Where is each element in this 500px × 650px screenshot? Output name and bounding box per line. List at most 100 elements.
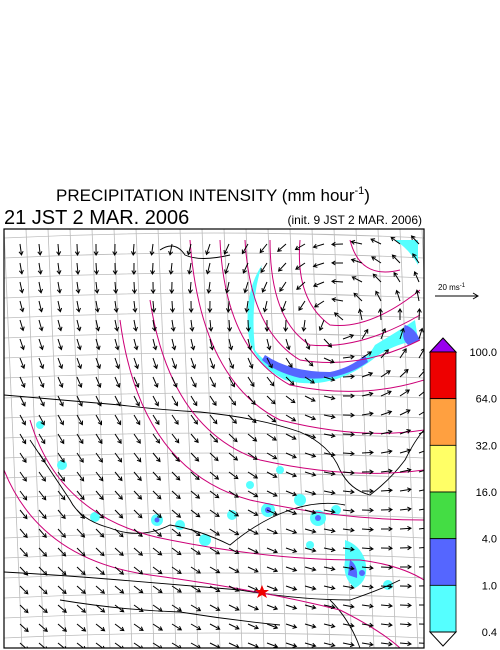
wind-arrow xyxy=(412,253,420,264)
wind-arrow xyxy=(57,357,64,370)
parallel xyxy=(4,532,424,539)
wind-arrow xyxy=(247,566,259,573)
wind-arrow xyxy=(114,395,121,407)
wind-arrow xyxy=(342,470,355,476)
wind-arrow xyxy=(342,374,355,380)
wind-arrow xyxy=(114,604,125,613)
map-frame xyxy=(3,228,425,649)
wind-arrow xyxy=(285,585,298,591)
meridian xyxy=(355,229,375,648)
wind-arrow xyxy=(377,308,383,321)
wind-arrow xyxy=(296,281,306,291)
wind-arrow xyxy=(361,507,374,513)
wind-arrow xyxy=(190,433,199,444)
wind-arrow xyxy=(76,414,83,426)
wind-arrow xyxy=(304,471,317,477)
wind-arrow xyxy=(114,547,124,557)
wind-arrow xyxy=(76,642,86,648)
wind-arrow xyxy=(266,433,277,441)
wind-arrow xyxy=(38,585,48,595)
wind-arrow xyxy=(19,585,29,595)
wind-arrow xyxy=(323,528,336,534)
wind-arrow xyxy=(266,509,278,516)
wind-arrow xyxy=(19,528,28,539)
wind-arrow xyxy=(38,528,47,539)
wind-arrow xyxy=(285,490,298,497)
wind-arrow xyxy=(245,319,251,332)
wind-arrow xyxy=(361,584,374,590)
wind-arrow xyxy=(114,338,120,351)
wind-arrow xyxy=(152,357,158,370)
wind-arrow xyxy=(285,414,297,422)
wind-arrow xyxy=(209,642,221,648)
parallel xyxy=(4,352,424,359)
wind-arrow xyxy=(133,509,143,519)
wind-arrow xyxy=(114,623,125,632)
wind-arrow xyxy=(57,509,66,520)
wind-arrow xyxy=(114,452,123,463)
wind-arrow xyxy=(133,433,141,444)
wind-arrow xyxy=(285,357,293,368)
wind-arrow xyxy=(133,319,138,332)
wind-arrow xyxy=(152,452,161,463)
wind-arrow xyxy=(171,490,181,500)
meridian xyxy=(69,229,89,648)
meridian xyxy=(135,229,155,648)
wind-arrow xyxy=(38,623,48,632)
parallel xyxy=(4,372,424,379)
wind-arrow xyxy=(75,262,81,275)
wind-arrow xyxy=(285,604,298,610)
wind-arrow xyxy=(95,452,103,463)
wind-arrow xyxy=(19,357,26,370)
wind-arrow xyxy=(19,566,29,576)
wind-arrow xyxy=(285,471,297,478)
wind-arrow xyxy=(304,433,317,439)
parallel xyxy=(4,392,424,399)
wind-arrow xyxy=(266,490,278,497)
wind-arrow xyxy=(133,414,141,426)
wind-arrow xyxy=(190,357,196,370)
wind-arrow xyxy=(304,566,317,572)
wind-arrow xyxy=(247,471,259,479)
wind-arrow xyxy=(304,642,317,648)
init-time: (init. 9 JST 2 MAR. 2006) xyxy=(288,213,423,227)
wind-arrow xyxy=(380,641,393,647)
wind-arrow xyxy=(133,357,139,370)
wind-arrow xyxy=(190,566,201,574)
wind-arrow xyxy=(205,262,211,275)
wind-arrow xyxy=(418,489,424,492)
colorbar-label: 1.0 xyxy=(482,580,497,592)
wind-arrow xyxy=(18,243,24,256)
wind-arrow xyxy=(304,509,317,515)
wind-arrow xyxy=(209,357,216,370)
wind-arrow xyxy=(95,623,106,632)
wind-arrow xyxy=(94,281,100,294)
valid-time: 21 JST 2 MAR. 2006 xyxy=(4,207,189,229)
wind-arrow xyxy=(38,566,48,576)
wind-arrow xyxy=(266,471,278,478)
wind-arrow xyxy=(95,471,104,482)
wind-arrow xyxy=(399,564,412,570)
wind-arrow xyxy=(152,471,162,481)
wind-arrow xyxy=(95,319,101,332)
wind-arrow xyxy=(247,414,257,424)
wind-arrow xyxy=(38,604,48,614)
wind-arrow xyxy=(186,243,192,256)
wind-arrow xyxy=(19,338,25,351)
wind-arrow xyxy=(150,281,156,294)
wind-arrow xyxy=(114,528,124,538)
wind-arrow xyxy=(57,566,67,576)
wind-arrow xyxy=(247,376,255,388)
wind-arrow xyxy=(95,414,102,426)
wind-arrow xyxy=(323,357,335,364)
wind-arrow xyxy=(262,300,268,313)
wind-arrow xyxy=(76,433,84,445)
wind-arrow xyxy=(19,604,29,614)
wind-arrow xyxy=(133,338,139,351)
wind-arrow xyxy=(323,642,336,648)
wind-scale-label: 20 ms-1 xyxy=(438,283,466,292)
wind-arrow xyxy=(285,528,298,534)
wind-arrow xyxy=(323,338,333,348)
wind-arrow xyxy=(209,547,221,555)
